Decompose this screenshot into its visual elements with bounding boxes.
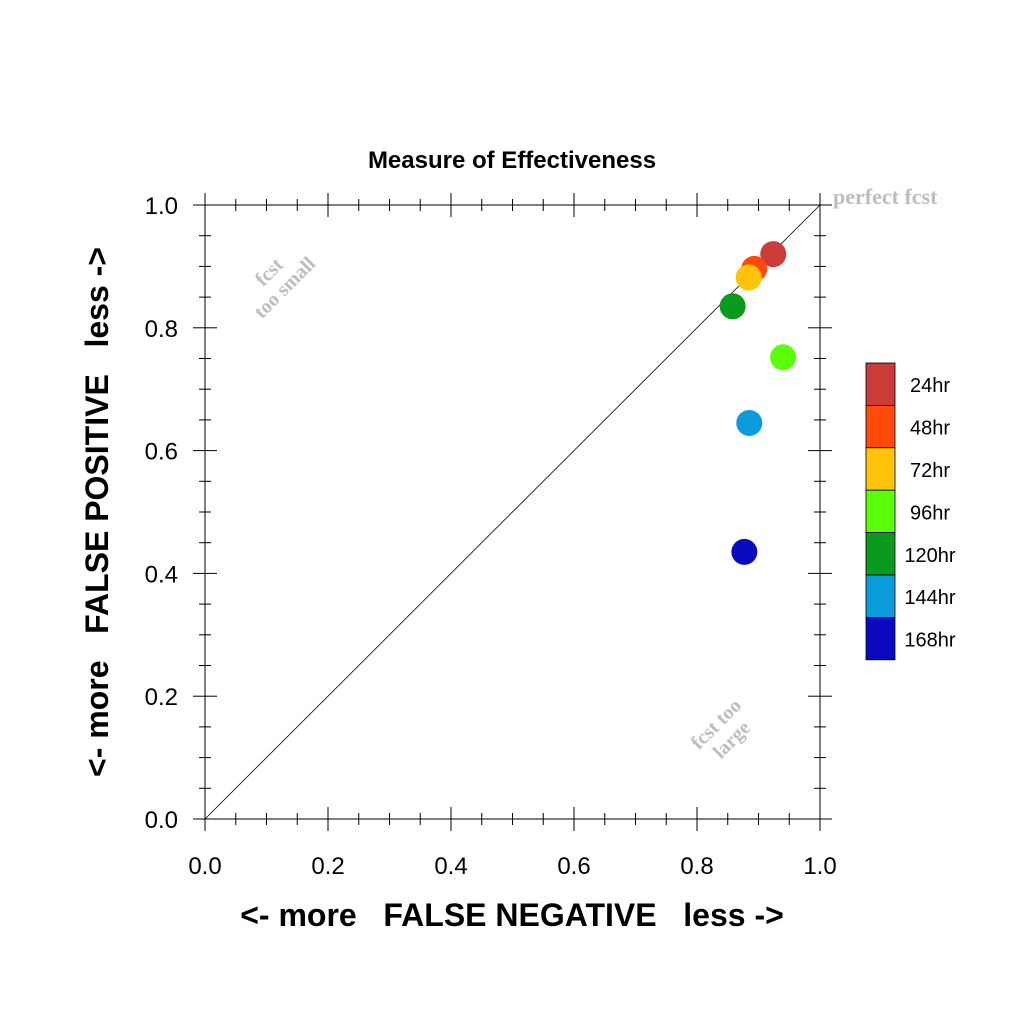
x-tick-label: 0.0 xyxy=(188,853,221,880)
y-tick-label: 0.2 xyxy=(145,684,178,711)
legend-swatch-144hr xyxy=(865,574,896,618)
legend-label-24hr: 24hr xyxy=(910,375,950,397)
legend-swatch-48hr xyxy=(865,404,896,449)
y-tick-label: 1.0 xyxy=(145,193,178,220)
legend: 24hr 48hr 72hr 96hr 120hr 144hr 168hr xyxy=(865,362,956,661)
x-tick-labels: 0.0 0.2 0.4 0.6 0.8 1.0 xyxy=(188,853,836,880)
data-points xyxy=(719,241,797,565)
legend-label-96hr: 96hr xyxy=(910,502,950,524)
y-tick-labels: 0.0 0.2 0.4 0.6 0.8 1.0 xyxy=(145,193,178,834)
x-tick-label: 1.0 xyxy=(803,853,836,880)
x-tick-label: 0.6 xyxy=(557,853,590,880)
x-tick-label: 0.8 xyxy=(680,853,713,880)
legend-label-72hr: 72hr xyxy=(910,460,950,482)
y-tick-label: 0.8 xyxy=(145,316,178,343)
y-tick-label: 0.6 xyxy=(145,439,178,466)
legend-swatch-168hr xyxy=(865,617,896,661)
major-ticks xyxy=(193,193,832,831)
data-point-144hr xyxy=(736,409,763,436)
chart-title: Measure of Effectiveness xyxy=(368,147,656,174)
legend-label-168hr: 168hr xyxy=(904,630,955,652)
annotation-perfect-fcst: perfect fcst xyxy=(833,184,938,209)
x-tick-label: 0.4 xyxy=(434,853,467,880)
data-point-168hr xyxy=(731,538,758,565)
data-point-120hr xyxy=(719,293,746,320)
legend-swatch-72hr xyxy=(865,447,896,491)
legend-label-120hr: 120hr xyxy=(904,545,955,567)
y-tick-label: 0.0 xyxy=(145,807,178,834)
minor-ticks xyxy=(199,199,826,825)
x-tick-label: 0.2 xyxy=(311,853,344,880)
legend-swatch-96hr xyxy=(865,489,896,534)
legend-swatch-24hr xyxy=(865,362,896,406)
y-axis-label: <- more FALSE POSITIVE less -> xyxy=(79,247,115,777)
diagonal-line xyxy=(204,204,821,820)
legend-label-48hr: 48hr xyxy=(910,418,950,440)
data-point-96hr xyxy=(770,344,797,371)
data-point-72hr xyxy=(735,264,762,291)
data-point-24hr xyxy=(760,241,787,268)
legend-swatch-120hr xyxy=(865,532,896,576)
plot-area xyxy=(193,193,832,831)
legend-label-144hr: 144hr xyxy=(904,587,955,609)
y-tick-label: 0.4 xyxy=(145,561,178,588)
annotation-small-line2: too small xyxy=(250,253,320,323)
x-axis-label: <- more FALSE NEGATIVE less -> xyxy=(240,897,784,933)
annotation-fcst-too-small: fcst too small xyxy=(250,253,320,323)
annotation-fcst-too-large: fcst too large xyxy=(687,695,755,763)
